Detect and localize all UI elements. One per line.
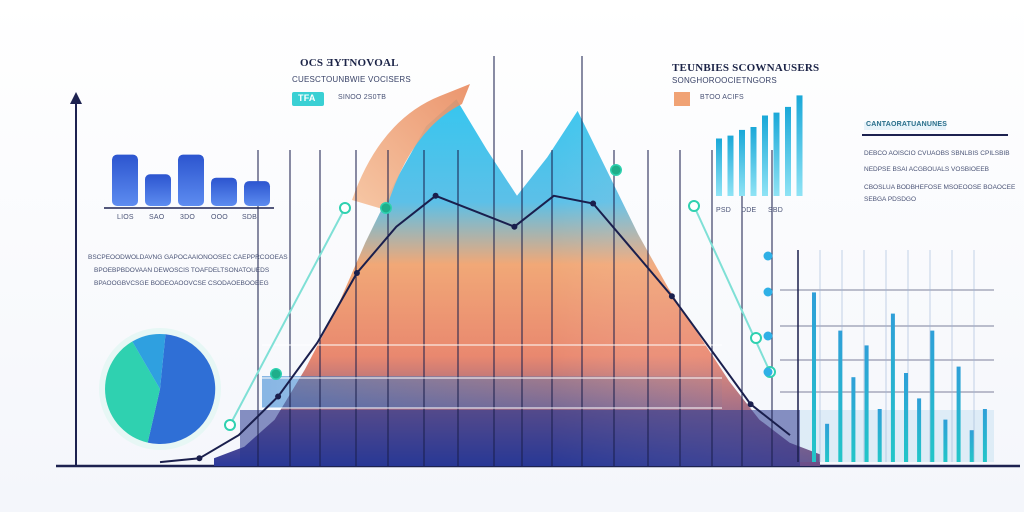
right-bar xyxy=(956,366,961,462)
header-left-subtitle: CUESCTOUNBWIE VOCISERS xyxy=(292,75,411,84)
pie-slice xyxy=(132,334,166,389)
right-grid-dot xyxy=(763,251,773,261)
highlight-marker-filled xyxy=(271,369,281,379)
area-band-2 xyxy=(240,410,800,466)
right-bar xyxy=(904,373,908,462)
right-panel-line-1: DEBCO AOISCIO CVUAOBS SBNLBIS CPILSBIB xyxy=(864,150,1010,157)
top-bar xyxy=(716,138,722,196)
area-band-1 xyxy=(262,376,722,408)
trend-point xyxy=(432,192,439,199)
top-bar xyxy=(727,135,734,196)
left-panel-line-3: BPAOOGBVCSGE BODEOAOOVCSE CSODAOEBOOEEG xyxy=(94,280,269,287)
trend-point xyxy=(196,455,203,462)
trend-point xyxy=(275,393,282,400)
header-right-swatch xyxy=(674,92,690,106)
right-panel-line-2: NEDPSE BSAI ACGBOUALS VOSBIOEEB xyxy=(864,166,989,173)
header-left-badge-label: TFA xyxy=(298,93,316,103)
right-bar xyxy=(864,345,869,462)
right-panel-line-3: CBOSLUA BODBHEFOSE MSOEOOSE BOAOCEE xyxy=(864,184,1016,191)
left-bar xyxy=(244,181,270,206)
highlight-marker xyxy=(339,202,351,214)
top-bar-tick-1: PSD xyxy=(716,207,731,214)
trend-line xyxy=(159,194,791,464)
right-bar xyxy=(890,313,895,462)
top-bar xyxy=(796,95,803,196)
header-left-badge: TFA xyxy=(292,92,324,106)
trend-point xyxy=(353,270,360,276)
header-left-badge-note: SINOO 2S0TB xyxy=(338,94,387,101)
trend-point xyxy=(590,200,597,207)
top-bar xyxy=(739,129,745,196)
top-bar-tick-3: SBD xyxy=(768,207,783,214)
right-grid-dot xyxy=(763,287,773,297)
left-panel-line-2: BPOEBPBDOVAAN DEWOSCIS TOAFDELTSONATOUED… xyxy=(94,267,270,274)
left-bar-tick-2: SAO xyxy=(149,214,165,221)
header-right-legend-note: BTOO ACIFS xyxy=(700,94,744,101)
right-grid-shade xyxy=(800,410,994,462)
right-bar xyxy=(943,419,948,462)
top-bar xyxy=(785,106,791,196)
top-bar xyxy=(762,115,768,196)
right-bar xyxy=(851,377,856,462)
trend-point xyxy=(668,293,675,300)
header-right-subtitle: SONGHOROOCIETNGORS xyxy=(672,76,777,85)
left-bar-tick-3: 3DO xyxy=(180,214,195,221)
highlight-marker xyxy=(750,332,762,344)
top-bar-tick-2: DDE xyxy=(741,207,757,214)
highlight-marker xyxy=(224,419,236,431)
highlight-marker-filled xyxy=(611,165,621,175)
trend-point xyxy=(511,223,518,230)
teal-connector xyxy=(229,207,346,426)
pie-slice xyxy=(105,341,160,443)
header-left-title: OCS ƎYTNOVOAL xyxy=(300,57,399,69)
right-bar xyxy=(930,330,935,462)
teal-connector xyxy=(693,205,771,373)
left-bar xyxy=(178,154,204,206)
left-bar-tick-5: SDB xyxy=(242,214,257,221)
right-bar xyxy=(969,430,974,462)
right-grid-dot xyxy=(763,367,773,377)
top-bar xyxy=(773,112,780,196)
left-bar xyxy=(145,174,171,206)
top-bar xyxy=(750,127,757,196)
left-bar-tick-1: LIOS xyxy=(117,214,134,221)
trend-arrow xyxy=(352,84,470,210)
right-bar xyxy=(877,409,882,462)
right-bar xyxy=(982,409,987,462)
right-bar xyxy=(812,292,816,462)
right-bar xyxy=(838,330,843,462)
left-bar xyxy=(211,177,237,206)
area-fill-shade xyxy=(214,99,820,467)
right-panel-line-4: SEBGA PDSDGO xyxy=(864,196,917,203)
left-panel-line-1: BSCPEOODWOLDAVNG GAPOCAAIONOOSEC CAEPPRC… xyxy=(88,254,288,261)
highlight-marker xyxy=(688,200,700,212)
right-panel-rule xyxy=(862,134,1008,136)
left-bar xyxy=(112,154,138,206)
pie-slice xyxy=(147,334,216,445)
trend-point xyxy=(747,401,754,408)
right-panel-heading-bg xyxy=(864,122,946,130)
y-axis-arrowhead xyxy=(70,92,82,104)
left-bar-tick-4: OOO xyxy=(211,214,228,221)
right-bar xyxy=(825,423,830,462)
highlight-marker-filled xyxy=(381,203,391,213)
right-panel-heading: CANTAORATUANUNES xyxy=(866,121,948,128)
header-right-title: TEUNBIES SCOWNAUSERS xyxy=(672,62,820,74)
right-bar xyxy=(917,398,922,462)
right-grid-dot xyxy=(763,331,773,341)
